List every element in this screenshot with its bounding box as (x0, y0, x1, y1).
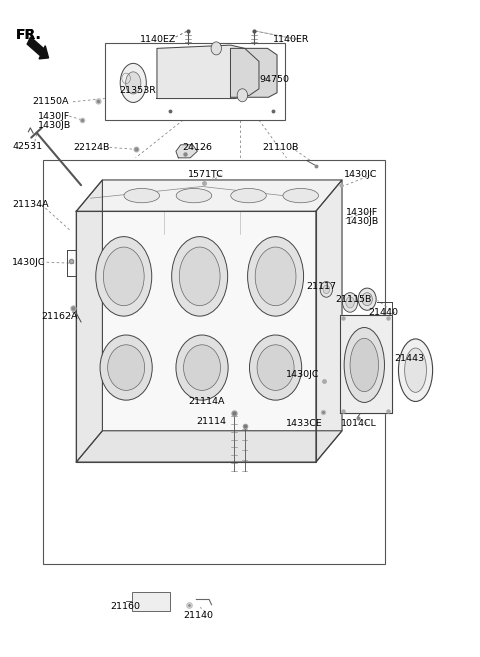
Text: 21160: 21160 (110, 602, 140, 610)
Polygon shape (76, 212, 316, 462)
Ellipse shape (211, 42, 221, 55)
FancyArrow shape (27, 37, 48, 59)
Text: 21440: 21440 (368, 308, 398, 317)
Polygon shape (176, 145, 197, 158)
Polygon shape (76, 431, 342, 462)
Bar (132, 592, 170, 611)
Text: 1430JC: 1430JC (12, 258, 46, 267)
Ellipse shape (100, 335, 152, 400)
Text: 21114: 21114 (196, 417, 227, 426)
Ellipse shape (342, 292, 358, 312)
Text: 1430JB: 1430JB (38, 121, 72, 129)
Text: 21140: 21140 (183, 610, 213, 620)
Text: 1140ER: 1140ER (273, 35, 310, 44)
Bar (105, 43, 285, 120)
Ellipse shape (255, 247, 296, 306)
Text: 94750: 94750 (259, 75, 289, 84)
Ellipse shape (124, 189, 159, 203)
Text: 21353R: 21353R (119, 86, 156, 95)
Ellipse shape (103, 247, 144, 306)
Ellipse shape (358, 288, 376, 310)
Text: 42531: 42531 (12, 142, 42, 150)
Text: 21134A: 21134A (12, 200, 49, 209)
Ellipse shape (179, 247, 220, 306)
Polygon shape (340, 315, 392, 413)
Ellipse shape (398, 339, 432, 401)
Polygon shape (316, 180, 342, 462)
Text: 21150A: 21150A (33, 97, 69, 106)
Ellipse shape (96, 237, 152, 316)
Ellipse shape (176, 335, 228, 400)
Text: 1140EZ: 1140EZ (140, 35, 177, 44)
Polygon shape (76, 180, 102, 462)
Ellipse shape (183, 345, 220, 390)
Text: 1571TC: 1571TC (188, 170, 224, 179)
Ellipse shape (346, 297, 354, 308)
Text: 1430JC: 1430JC (344, 170, 378, 179)
Text: 21115B: 21115B (335, 296, 371, 304)
Polygon shape (230, 49, 277, 97)
Text: 1433CE: 1433CE (286, 419, 322, 428)
Ellipse shape (250, 335, 301, 400)
Text: 1430JF: 1430JF (346, 208, 379, 217)
Text: 21114A: 21114A (188, 397, 224, 406)
Polygon shape (157, 45, 259, 99)
Text: 21162A: 21162A (42, 312, 78, 321)
Ellipse shape (344, 328, 384, 403)
Ellipse shape (108, 345, 144, 390)
Ellipse shape (172, 237, 228, 316)
Text: 24126: 24126 (182, 143, 212, 152)
Ellipse shape (120, 63, 146, 102)
Text: 1014CL: 1014CL (341, 419, 376, 428)
Text: 22124B: 22124B (73, 143, 109, 152)
Text: 1430JC: 1430JC (286, 370, 319, 378)
Ellipse shape (248, 237, 303, 316)
Text: FR.: FR. (16, 28, 42, 41)
Text: 21110B: 21110B (263, 143, 299, 152)
Text: 21117: 21117 (306, 283, 336, 291)
Ellipse shape (320, 282, 333, 297)
Ellipse shape (231, 189, 266, 203)
Ellipse shape (176, 189, 212, 203)
Ellipse shape (257, 345, 294, 390)
Polygon shape (76, 180, 342, 212)
Text: 21443: 21443 (395, 354, 425, 363)
Ellipse shape (362, 292, 372, 306)
Ellipse shape (283, 189, 319, 203)
Text: 1430JB: 1430JB (346, 217, 380, 226)
Text: FR.: FR. (16, 28, 42, 41)
Ellipse shape (237, 89, 248, 102)
Ellipse shape (323, 285, 330, 294)
Bar (43, 160, 384, 564)
Ellipse shape (350, 338, 379, 392)
Ellipse shape (126, 72, 141, 94)
Text: 1430JF: 1430JF (38, 112, 71, 121)
Ellipse shape (405, 348, 426, 392)
